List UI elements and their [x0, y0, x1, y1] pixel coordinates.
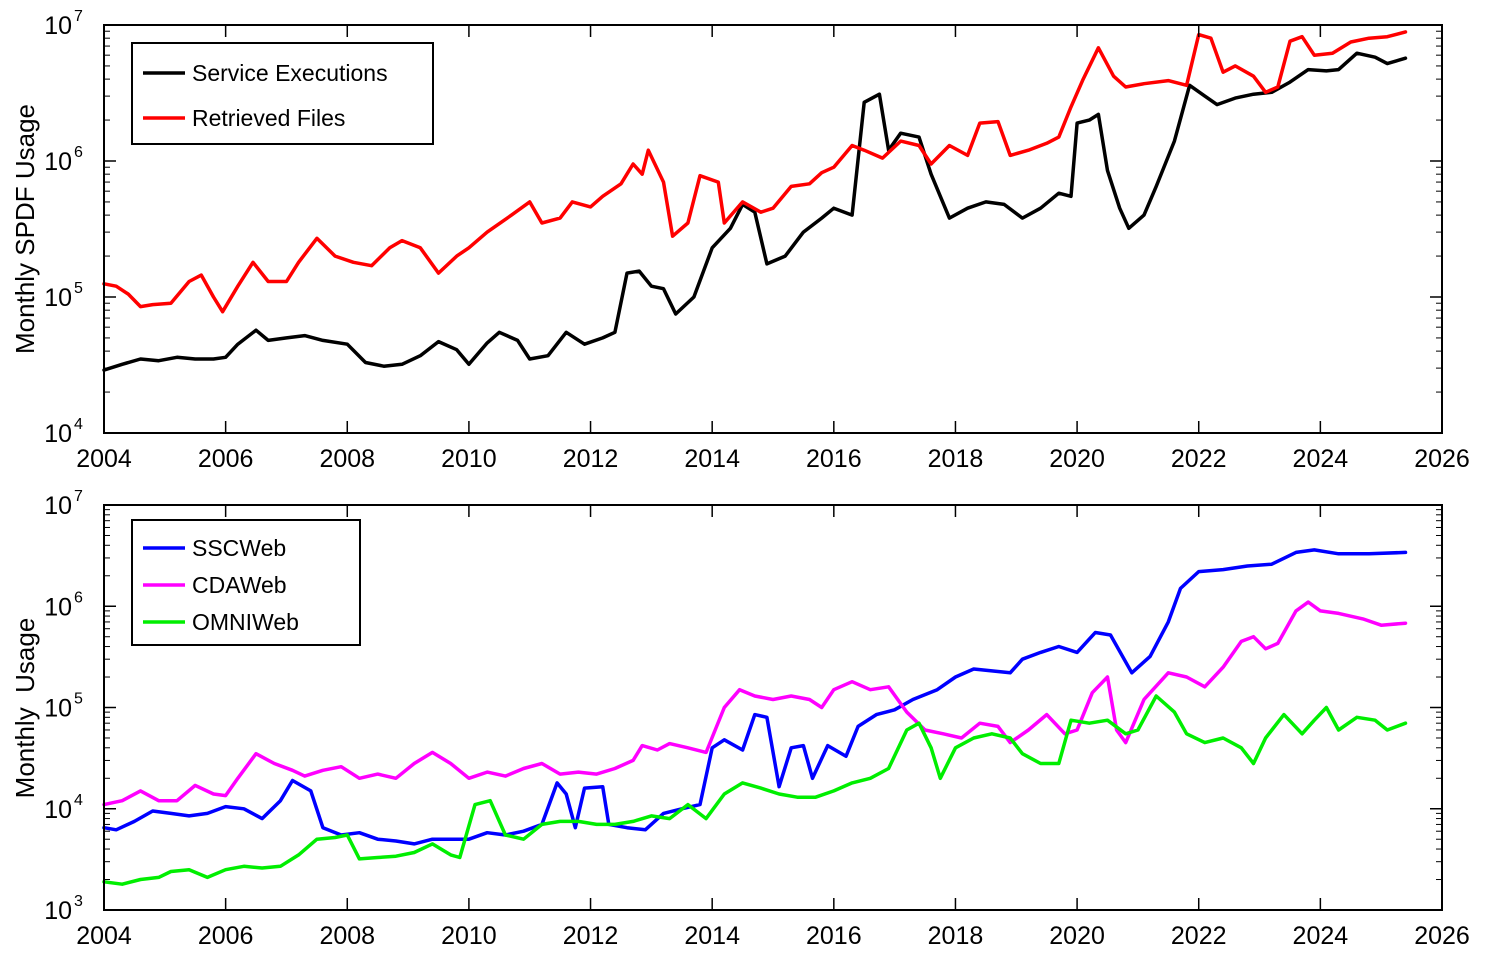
- bottom-x-tick-label: 2012: [563, 922, 619, 950]
- bottom-y-tick-base: 10: [44, 796, 72, 824]
- top-y-tick-label: 10 7: [44, 8, 83, 40]
- bottom-y-tick-label: 10 6: [44, 589, 83, 621]
- bottom-y-tick-exponent: 3: [74, 893, 83, 910]
- bottom-legend-box: [131, 519, 361, 646]
- top-x-tick-label: 2006: [198, 445, 254, 473]
- top-x-tick-label: 2020: [1049, 445, 1105, 473]
- top-x-tick-label: 2016: [806, 445, 862, 473]
- bottom-y-tick-label: 10 5: [44, 691, 83, 723]
- bottom-x-tick-label: 2022: [1171, 922, 1227, 950]
- top-y-axis-label: Monthly SPDF Usage: [10, 104, 40, 354]
- bottom-legend-label-cdaweb: CDAWeb: [192, 572, 287, 598]
- bottom-y-tick-exponent: 6: [74, 589, 83, 606]
- bottom-x-tick-label: 2016: [806, 922, 862, 950]
- bottom-x-tick-label: 2008: [319, 922, 375, 950]
- bottom-y-tick-exponent: 4: [74, 792, 83, 809]
- top-y-tick-base: 10: [44, 12, 72, 40]
- top-legend: Service Executions Retrieved Files: [131, 42, 434, 145]
- top-x-tick-label: 2012: [563, 445, 619, 473]
- bottom-x-tick-labels: 2004 2006 2008 2010 2012 2014 2016 2018 2020 2022…: [76, 922, 1470, 950]
- bottom-ticks-layer: [103, 504, 1443, 911]
- top-x-tick-label: 2008: [319, 445, 375, 473]
- top-y-tick-label: 10 6: [44, 144, 83, 176]
- bottom-x-tick-label: 2020: [1049, 922, 1105, 950]
- bottom-series-line-omniweb: [102, 694, 1408, 886]
- top-chart: 2004 2006 2008 2010 2012 2014 2016 2018 2020 2022…: [10, 8, 1470, 473]
- bottom-series-line-sscweb: [102, 548, 1408, 846]
- top-x-tick-label: 2026: [1414, 445, 1470, 473]
- bottom-legend-label-sscweb: SSCWeb: [192, 535, 286, 561]
- top-ticks-layer: [103, 24, 1443, 434]
- bottom-legend-label-omniweb: OMNIWeb: [192, 609, 299, 635]
- bottom-y-tick-exponent: 7: [74, 488, 83, 505]
- top-y-tick-base: 10: [44, 420, 72, 448]
- top-x-tick-label: 2014: [684, 445, 740, 473]
- bottom-x-tick-label: 2026: [1414, 922, 1470, 950]
- bottom-x-tick-label: 2004: [76, 922, 132, 950]
- top-legend-box: [131, 42, 434, 145]
- top-y-tick-label: 10 5: [44, 280, 83, 312]
- bottom-y-tick-base: 10: [44, 593, 72, 621]
- top-y-tick-exponent: 4: [74, 416, 83, 433]
- bottom-x-tick-label: 2018: [928, 922, 984, 950]
- top-legend-label-retrieved-files: Retrieved Files: [192, 105, 345, 131]
- bottom-x-tick-label: 2010: [441, 922, 497, 950]
- top-y-tick-label: 10 4: [44, 416, 83, 448]
- top-x-tick-label: 2004: [76, 445, 132, 473]
- bottom-x-tick-label: 2006: [198, 922, 254, 950]
- bottom-y-tick-label: 10 4: [44, 792, 83, 824]
- top-x-tick-label: 2010: [441, 445, 497, 473]
- top-x-tick-labels: 2004 2006 2008 2010 2012 2014 2016 2018 2020 2022…: [76, 445, 1470, 473]
- top-plot-frame: [103, 24, 1443, 434]
- top-series-line-service-executions: [102, 51, 1408, 372]
- top-y-tick-exponent: 7: [74, 8, 83, 25]
- top-y-tick-base: 10: [44, 284, 72, 312]
- bottom-y-axis-label: Monthly Usage: [10, 618, 40, 799]
- bottom-x-tick-label: 2024: [1293, 922, 1349, 950]
- bottom-y-tick-exponent: 5: [74, 691, 83, 708]
- top-legend-label-service-executions: Service Executions: [192, 60, 388, 86]
- bottom-y-tick-label: 10 7: [44, 488, 83, 520]
- top-x-tick-label: 2024: [1293, 445, 1349, 473]
- bottom-y-tick-base: 10: [44, 897, 72, 925]
- bottom-series-line-cdaweb: [102, 600, 1408, 807]
- bottom-series-layer: [102, 548, 1408, 886]
- bottom-y-tick-base: 10: [44, 695, 72, 723]
- top-y-tick-exponent: 5: [74, 280, 83, 297]
- bottom-x-tick-label: 2014: [684, 922, 740, 950]
- bottom-y-tick-base: 10: [44, 492, 72, 520]
- bottom-legend: SSCWeb CDAWeb OMNIWeb: [131, 519, 361, 646]
- top-x-tick-label: 2018: [928, 445, 984, 473]
- bottom-chart: 2004 2006 2008 2010 2012 2014 2016 2018 2020 2022…: [10, 488, 1470, 950]
- top-series-layer: [102, 30, 1408, 372]
- top-series-line-retrieved-files: [102, 30, 1408, 314]
- top-x-tick-label: 2022: [1171, 445, 1227, 473]
- top-y-tick-base: 10: [44, 148, 72, 176]
- top-y-tick-exponent: 6: [74, 144, 83, 161]
- bottom-y-tick-label: 10 3: [44, 893, 83, 925]
